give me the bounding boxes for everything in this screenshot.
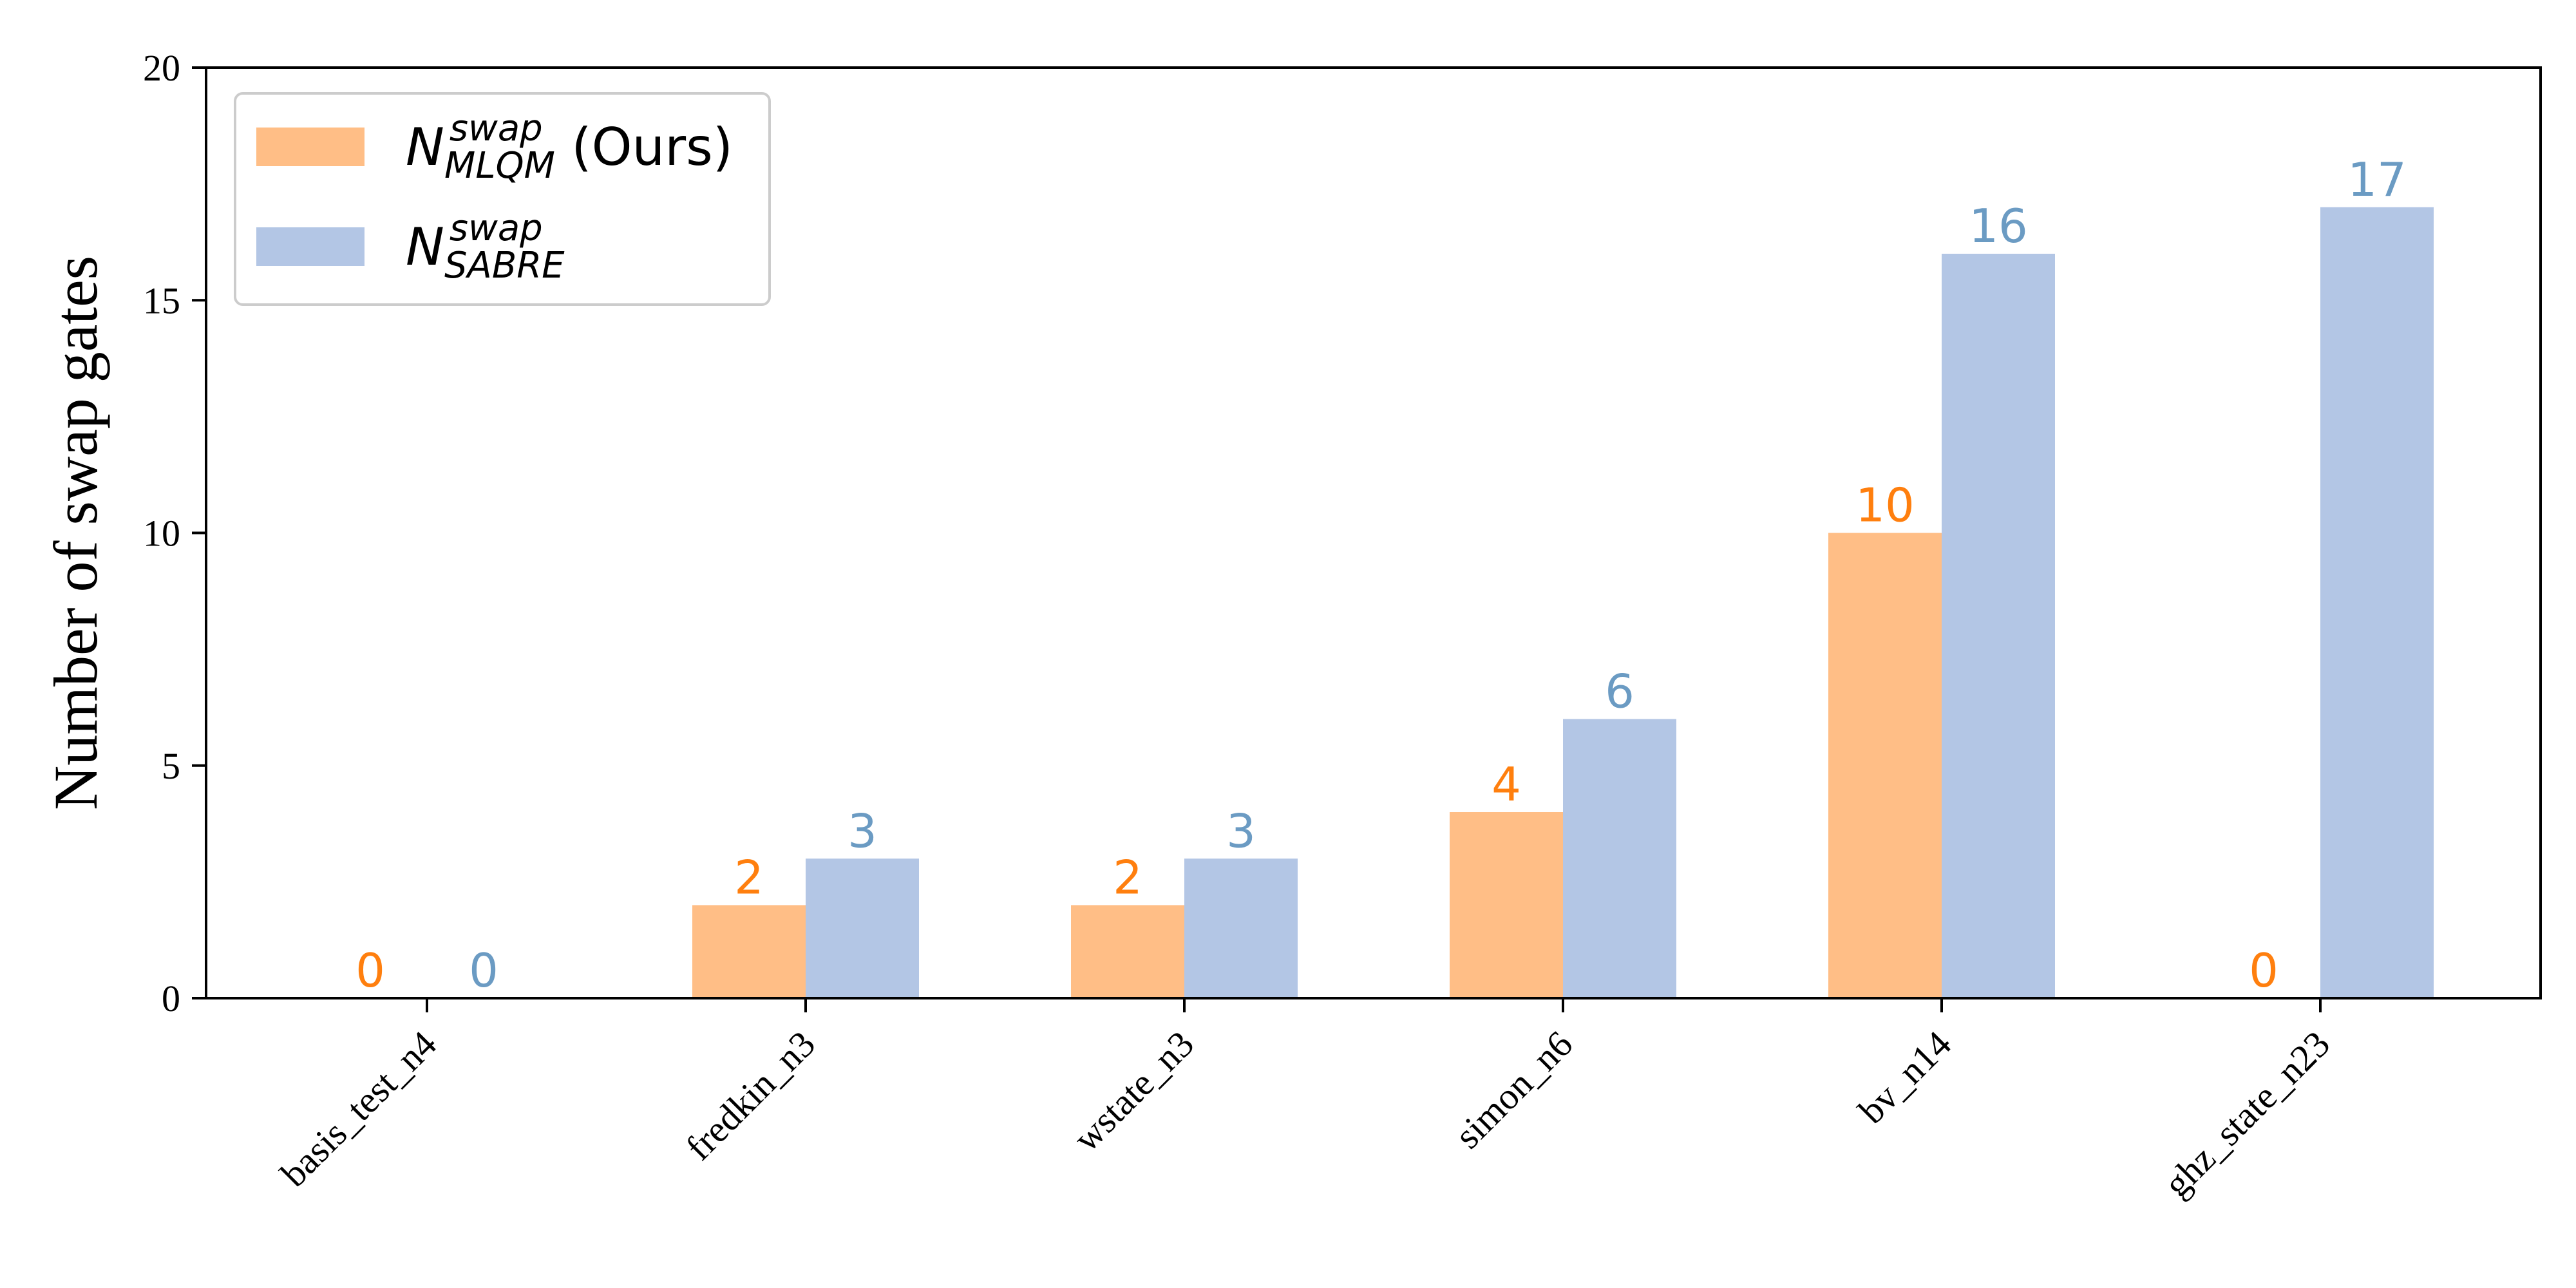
bar-sabre-3: [1563, 719, 1676, 998]
data-label-sabre-3: 6: [1605, 665, 1634, 719]
bar-mlqm-4: [1828, 533, 1942, 998]
x-axis: basis_test_n4 fredkin_n3 wstate_n3 simon_n6…: [272, 998, 2338, 1205]
data-label-sabre-1: 3: [848, 804, 877, 858]
y-axis: 0 5 10 15 20: [143, 47, 206, 1019]
x-tick-label-3: simon_n6: [1446, 1023, 1580, 1157]
x-tick-label-1: fredkin_n3: [677, 1023, 823, 1168]
data-label-sabre-4: 16: [1969, 199, 2028, 253]
legend-swatch-sabre: [256, 227, 365, 266]
y-tick-label-2: 10: [143, 513, 180, 554]
y-axis-label: Number of swap gates: [41, 256, 110, 810]
x-tick-label-5: ghz_state_n23: [2155, 1023, 2338, 1205]
data-label-mlqm-4: 10: [1855, 478, 1915, 533]
bar-mlqm-2: [1071, 905, 1184, 998]
bar-sabre-5: [2320, 207, 2434, 998]
data-label-mlqm-2: 2: [1113, 851, 1142, 905]
data-label-mlqm-1: 2: [734, 851, 764, 905]
bar-mlqm-3: [1450, 812, 1563, 998]
legend-swatch-mlqm: [256, 128, 365, 166]
data-label-mlqm-0: 0: [355, 943, 385, 998]
bars-group: [692, 207, 2434, 998]
bar-sabre-2: [1184, 858, 1298, 998]
data-label-sabre-2: 3: [1226, 804, 1256, 858]
bar-sabre-4: [1942, 254, 2055, 998]
y-tick-label-1: 5: [162, 745, 180, 787]
bar-mlqm-1: [692, 905, 806, 998]
data-label-mlqm-3: 4: [1492, 757, 1521, 811]
x-tick-label-4: bv_n14: [1850, 1023, 1959, 1132]
y-tick-label-4: 20: [143, 47, 180, 89]
data-label-sabre-5: 17: [2347, 153, 2407, 207]
x-tick-label-0: basis_test_n4: [272, 1023, 444, 1195]
data-labels-group: 0 2 2 4 10 0 0 3 3 6 16 17: [355, 153, 2407, 998]
y-tick-label-0: 0: [162, 978, 180, 1019]
data-label-sabre-0: 0: [469, 943, 498, 998]
bar-sabre-1: [806, 858, 919, 998]
y-tick-label-3: 15: [143, 279, 180, 321]
data-label-mlqm-5: 0: [2249, 943, 2278, 998]
x-tick-label-2: wstate_n3: [1065, 1023, 1202, 1159]
legend-box: [234, 92, 771, 306]
